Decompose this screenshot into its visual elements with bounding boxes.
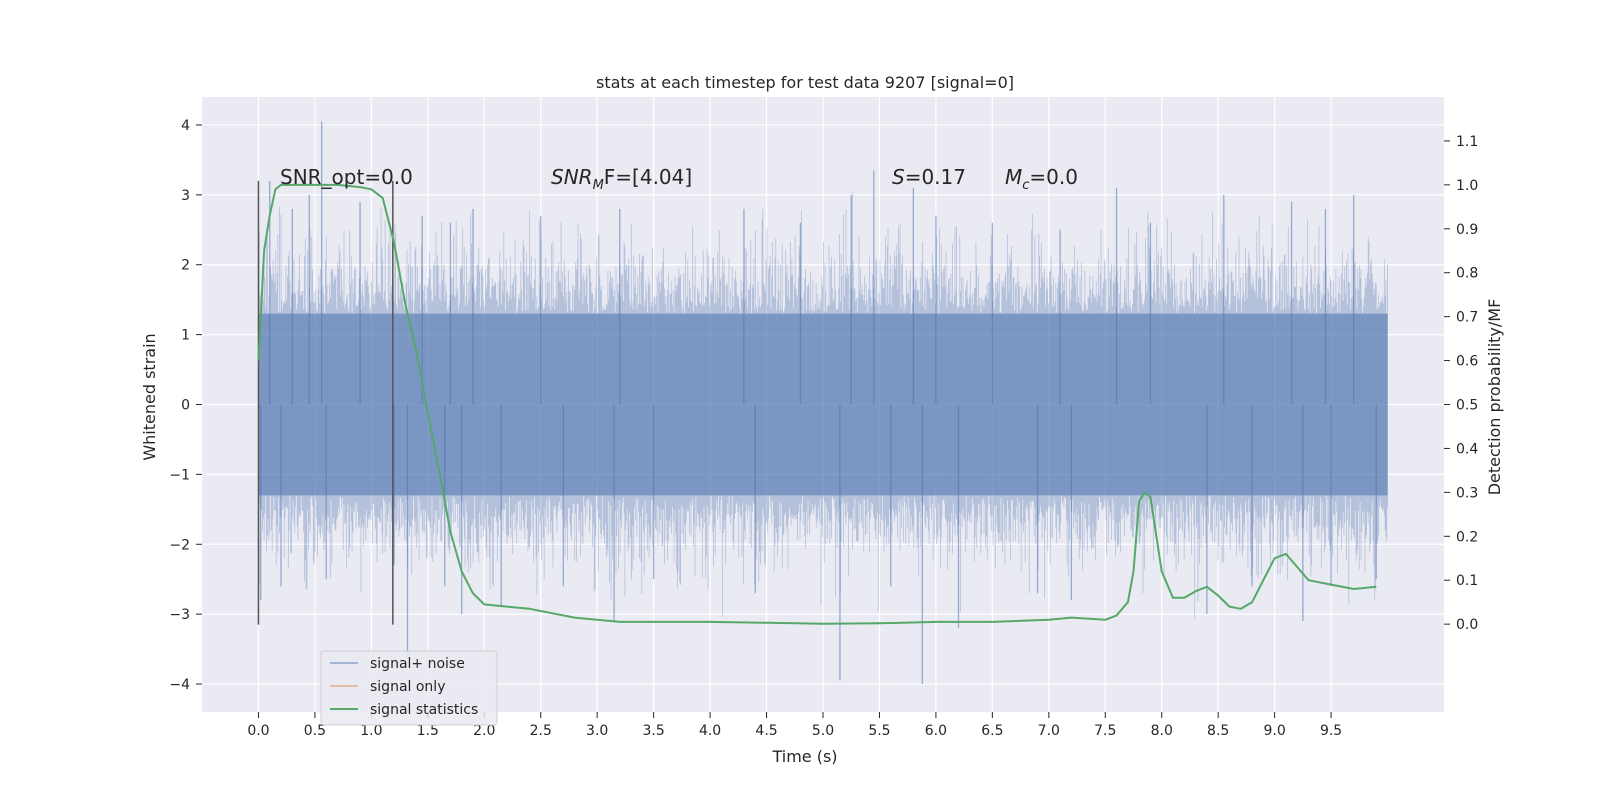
y-axis-right-label: Detection probability/MF <box>1485 299 1504 496</box>
x-tick-label: 7.5 <box>1094 723 1116 739</box>
annotation-snr-mf: SNRMF=[4.04] <box>551 165 692 193</box>
annotation-snr-mf-tail: F=[4.04] <box>604 165 692 189</box>
y-axis-left-label: Whitened strain <box>140 333 159 460</box>
annotation-s-value: =0.17 <box>905 165 966 189</box>
axes: 0.0 0.5 1.0 1.5 2.0 2.5 3.0 3.5 4.0 4.5 5.0 5.5 6.0 6… <box>169 118 1478 739</box>
y-right-tick-label: 0.8 <box>1456 266 1478 282</box>
x-tick-label: 3.0 <box>586 723 608 739</box>
annotation-mc: Mc=0.0 <box>1005 165 1078 193</box>
y-right-tick-label: 0.9 <box>1456 222 1478 238</box>
legend-label-signal-only: signal only <box>370 679 445 695</box>
x-tick-label: 6.5 <box>981 723 1003 739</box>
y-left-tick-label: 0 <box>181 398 190 414</box>
annotation-snr-mf-var: SNR <box>551 165 593 189</box>
chart-title: stats at each timestep for test data 920… <box>596 73 1014 92</box>
y-right-tick-label: 1.0 <box>1456 178 1478 194</box>
annotation-s-var: S <box>892 165 905 189</box>
x-tick-label: 5.5 <box>868 723 890 739</box>
x-tick-label: 0.0 <box>247 723 269 739</box>
x-tick-label: 2.5 <box>530 723 552 739</box>
x-tick-label: 9.5 <box>1320 723 1342 739</box>
series-layer <box>257 121 1388 685</box>
annotation-mc-sub: c <box>1022 178 1029 193</box>
x-tick-label: 9.0 <box>1264 723 1286 739</box>
y-right-tick-label: 0.1 <box>1456 573 1478 589</box>
y-left-tick-label: 3 <box>181 188 190 204</box>
x-tick-label: 8.0 <box>1151 723 1173 739</box>
legend: signal+ noise signal only signal statist… <box>320 650 498 726</box>
y-left-tick-label: 2 <box>181 258 190 274</box>
annotation-mc-value: =0.0 <box>1029 165 1078 189</box>
x-tick-label: 6.0 <box>925 723 947 739</box>
annotation-s: S=0.17 <box>892 165 966 189</box>
x-tick-label: 7.0 <box>1038 723 1060 739</box>
y-left-tick-label: −4 <box>169 677 190 693</box>
x-tick-label: 1.5 <box>417 723 439 739</box>
y-right-tick-label: 0.4 <box>1456 441 1478 457</box>
y-right-tick-label: 0.7 <box>1456 310 1478 326</box>
x-tick-label: 5.0 <box>812 723 834 739</box>
x-tick-label: 4.5 <box>755 723 777 739</box>
legend-label-statistics: signal statistics <box>370 702 478 718</box>
y-left-tick-label: 1 <box>181 328 190 344</box>
y-left-tick-label: 4 <box>181 118 190 134</box>
x-axis-label: Time (s) <box>771 747 837 766</box>
y-right-tick-label: 0.0 <box>1456 617 1478 633</box>
noise-core-band <box>258 313 1388 496</box>
y-right-tick-label: 1.1 <box>1456 134 1478 150</box>
statistics-line <box>257 183 1377 625</box>
x-tick-label: 0.5 <box>304 723 326 739</box>
y-right-tick-label: 0.5 <box>1456 398 1478 414</box>
x-tick-label: 8.5 <box>1207 723 1229 739</box>
y-left-tick-label: −2 <box>169 537 190 553</box>
x-tick-label: 3.5 <box>643 723 665 739</box>
legend-frame <box>320 650 498 726</box>
y-right-tick-label: 0.2 <box>1456 529 1478 545</box>
legend-label-noise: signal+ noise <box>370 656 465 672</box>
annotation-mc-var: M <box>1005 165 1022 189</box>
y-left-tick-label: −3 <box>169 607 190 623</box>
y-right-tick-label: 0.6 <box>1456 354 1478 370</box>
x-tick-label: 2.0 <box>473 723 495 739</box>
x-tick-label: 1.0 <box>360 723 382 739</box>
y-left-tick-label: −1 <box>169 467 190 483</box>
annotation-snr-mf-sub: M <box>593 178 604 193</box>
y-right-tick-label: 0.3 <box>1456 485 1478 501</box>
annotation-snr-opt: SNR_opt=0.0 <box>280 165 413 189</box>
x-tick-label: 4.0 <box>699 723 721 739</box>
noise-series <box>258 121 1388 685</box>
